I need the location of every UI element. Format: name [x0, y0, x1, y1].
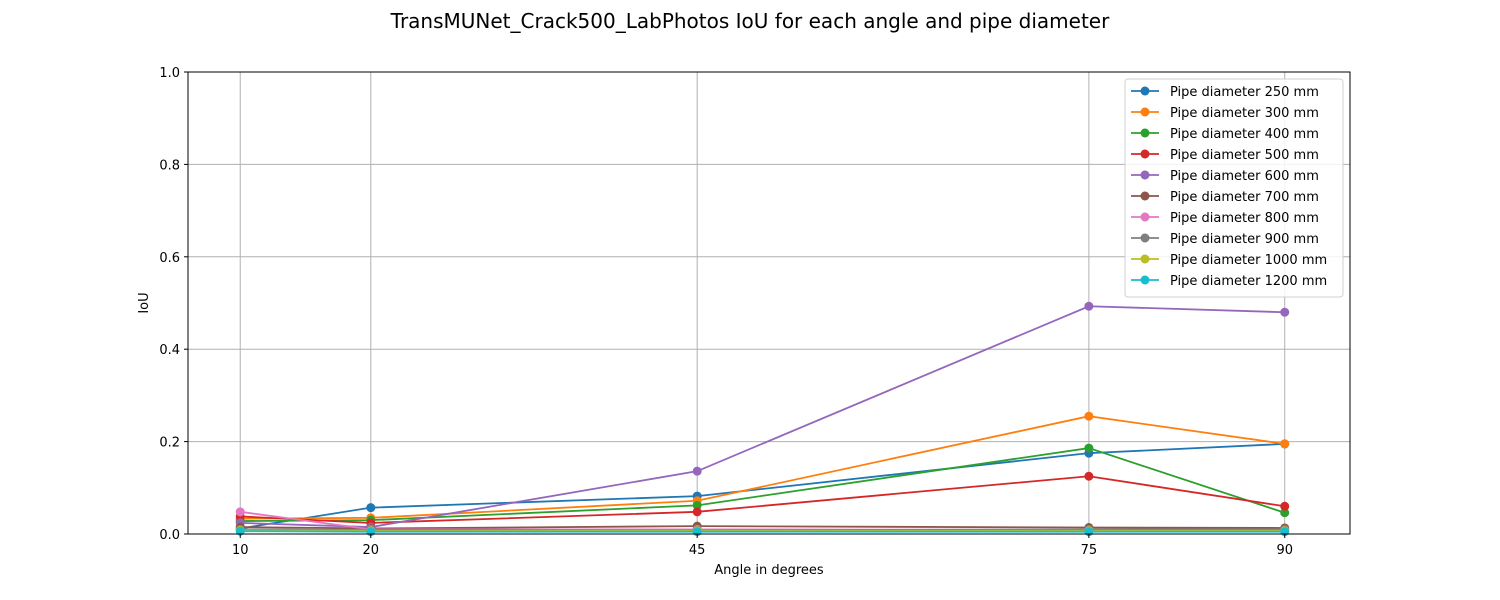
y-tick-label: 0.6 [159, 251, 180, 266]
legend-label: Pipe diameter 700 mm [1170, 190, 1319, 205]
series-5 [235, 301, 1290, 532]
legend-item: Pipe diameter 250 mm [1131, 85, 1319, 100]
y-tick-label: 0.2 [159, 436, 180, 451]
series-line [240, 447, 1286, 522]
y-tick-label: 0.0 [159, 528, 180, 543]
data-point [235, 526, 245, 536]
legend-label: Pipe diameter 900 mm [1170, 232, 1319, 247]
data-point [692, 500, 702, 510]
legend-label: Pipe diameter 400 mm [1170, 127, 1319, 142]
legend-label: Pipe diameter 250 mm [1170, 85, 1319, 100]
legend-marker [1140, 170, 1150, 180]
x-tick-label: 45 [689, 543, 706, 558]
y-tick-label: 0.8 [159, 158, 180, 173]
x-axis-label: Angle in degrees [714, 563, 824, 578]
legend-marker [1140, 107, 1150, 117]
data-point [366, 503, 376, 513]
data-point [1084, 471, 1094, 481]
legend-label: Pipe diameter 800 mm [1170, 211, 1319, 226]
series-3 [235, 443, 1290, 526]
x-tick-label: 90 [1276, 543, 1293, 558]
legend-item: Pipe diameter 900 mm [1131, 232, 1319, 247]
legend-label: Pipe diameter 1000 mm [1170, 253, 1327, 268]
plot-frame [187, 71, 1351, 535]
legend-marker [1140, 86, 1150, 96]
legend-item: Pipe diameter 600 mm [1131, 169, 1319, 184]
legend-item: Pipe diameter 1200 mm [1131, 274, 1327, 289]
y-axis-ticks: 0.0 0.2 0.4 0.6 0.8 1.0 [159, 66, 188, 543]
legend-item: Pipe diameter 400 mm [1131, 127, 1319, 142]
data-point [692, 466, 702, 476]
legend-item: Pipe diameter 500 mm [1131, 148, 1319, 163]
data-point [1280, 439, 1290, 449]
data-point [235, 507, 245, 517]
legend-item: Pipe diameter 300 mm [1131, 106, 1319, 121]
legend-item: Pipe diameter 1000 mm [1131, 253, 1327, 268]
legend-label: Pipe diameter 300 mm [1170, 106, 1319, 121]
data-point [1084, 411, 1094, 421]
legend: Pipe diameter 250 mm Pipe diameter 300 mm… [1124, 78, 1344, 298]
legend-marker [1140, 149, 1150, 159]
data-point [1084, 443, 1094, 453]
data-point [692, 507, 702, 517]
y-tick-label: 0.4 [159, 343, 180, 358]
data-point [1280, 307, 1290, 317]
data-point [1084, 301, 1094, 311]
x-tick-label: 20 [363, 543, 380, 558]
legend-label: Pipe diameter 600 mm [1170, 169, 1319, 184]
x-axis-ticks: 10 20 45 75 90 [232, 534, 1293, 558]
legend-box [1124, 78, 1344, 298]
data-point [1280, 501, 1290, 511]
chart-title: TransMUNet_Crack500_LabPhotos IoU for ea… [390, 9, 1110, 33]
series-line [240, 415, 1285, 520]
x-tick-label: 75 [1081, 543, 1098, 558]
legend-marker [1140, 275, 1150, 285]
data-point [1280, 508, 1290, 518]
legend-marker [1140, 191, 1150, 201]
x-tick-label: 10 [232, 543, 249, 558]
legend-label: Pipe diameter 1200 mm [1170, 274, 1327, 289]
y-axis-label: IoU [137, 292, 152, 313]
series-line [240, 305, 1285, 528]
series-line [240, 525, 1285, 530]
legend-label: Pipe diameter 500 mm [1170, 148, 1319, 163]
legend-marker [1140, 212, 1150, 222]
series-layer [235, 301, 1290, 537]
legend-marker [1140, 233, 1150, 243]
legend-marker [1140, 128, 1150, 138]
legend-marker [1140, 254, 1150, 264]
legend-item: Pipe diameter 700 mm [1131, 190, 1319, 205]
y-tick-label: 1.0 [159, 66, 180, 81]
legend-item: Pipe diameter 800 mm [1131, 211, 1319, 226]
